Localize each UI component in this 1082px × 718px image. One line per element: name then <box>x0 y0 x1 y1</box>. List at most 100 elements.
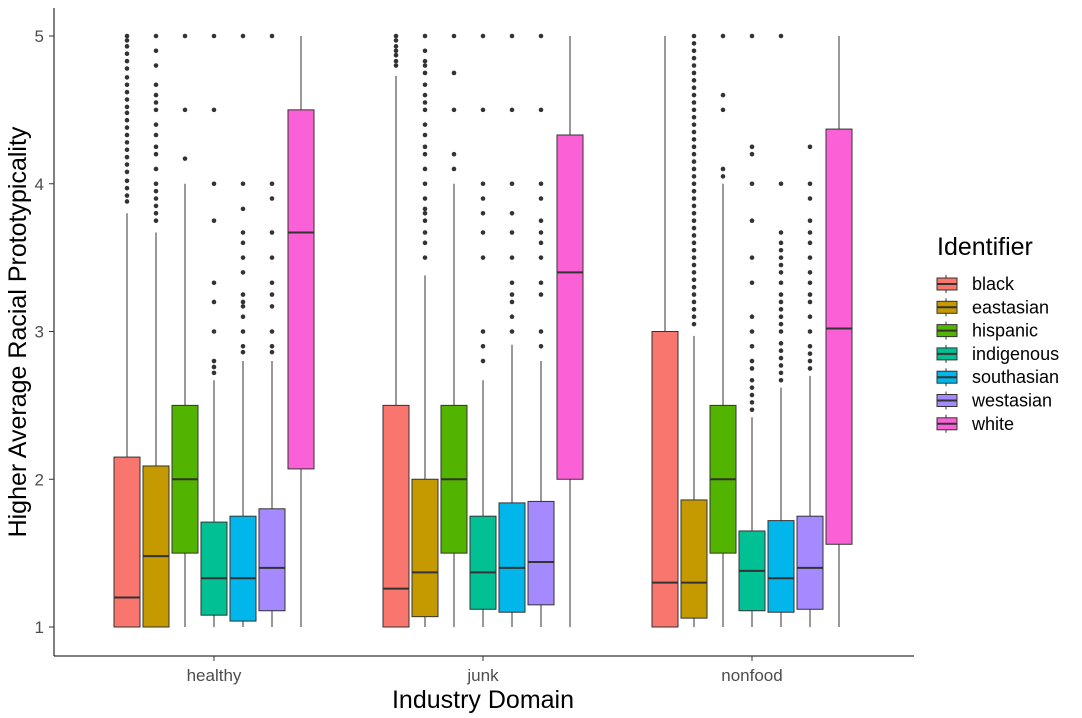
outlier-point <box>691 48 697 54</box>
outlier-point <box>807 255 813 260</box>
x-tick-label: healthy <box>187 666 242 685</box>
box-nonfood-eastasian <box>680 499 708 619</box>
box-junk-white <box>556 134 584 480</box>
outlier-point <box>124 97 130 102</box>
outlier-point <box>720 166 726 172</box>
outlier-point <box>691 137 697 142</box>
outlier-point <box>749 377 755 383</box>
outlier-point <box>778 321 784 327</box>
outlier-point <box>807 366 813 371</box>
outlier-point <box>749 33 755 39</box>
outlier-point <box>807 144 813 150</box>
group-nonfood <box>651 33 853 628</box>
outlier-point <box>153 100 159 105</box>
outlier-point <box>691 233 697 238</box>
outlier-point <box>240 33 246 39</box>
outlier-point <box>509 299 515 305</box>
outlier-point <box>691 299 697 305</box>
outlier-point <box>480 343 486 349</box>
outlier-point <box>422 122 428 127</box>
outlier-point <box>422 196 428 201</box>
outlier-point <box>691 122 697 127</box>
outlier-point <box>509 280 515 286</box>
outlier-point <box>269 329 275 334</box>
outlier-point <box>480 211 486 216</box>
outlier-point <box>691 181 697 187</box>
outlier-point <box>269 255 275 260</box>
outlier-point <box>691 92 697 98</box>
outlier-point <box>691 166 697 172</box>
outlier-point <box>691 33 697 39</box>
legend-label-hispanic: hispanic <box>972 321 1038 341</box>
outlier-point <box>778 240 784 246</box>
outlier-point <box>778 329 784 334</box>
outlier-point <box>509 181 515 187</box>
outlier-point <box>153 33 159 39</box>
outlier-point <box>240 240 246 246</box>
box-junk-southasian <box>498 502 526 613</box>
outlier-point <box>691 129 697 135</box>
outlier-point <box>422 144 428 150</box>
outlier-point <box>538 255 544 260</box>
outlier-point <box>124 169 130 175</box>
outlier-point <box>211 329 217 334</box>
outlier-point <box>153 188 159 194</box>
outlier-point <box>153 132 159 138</box>
outlier-point <box>778 33 784 39</box>
outlier-point <box>807 218 813 223</box>
outlier-point <box>153 151 159 157</box>
outlier-point <box>691 314 697 320</box>
outlier-point <box>422 230 428 235</box>
outlier-point <box>778 262 784 268</box>
outlier-point <box>269 230 275 235</box>
outlier-point <box>422 63 428 68</box>
axes: 1 2 3 4 5 healthy junk nonfood <box>35 8 914 685</box>
outlier-point <box>778 363 784 368</box>
y-tick-label: 1 <box>35 618 44 637</box>
box-healthy-black <box>113 456 141 628</box>
outlier-point <box>807 270 813 275</box>
outlier-point <box>749 366 755 371</box>
outlier-point <box>538 329 544 334</box>
outlier-point <box>124 89 130 95</box>
outlier-point <box>211 370 217 376</box>
box-healthy-white <box>287 109 315 470</box>
outlier-point <box>778 299 784 305</box>
outlier-point <box>422 166 428 172</box>
outlier-point <box>691 114 697 120</box>
outlier-point <box>240 270 246 275</box>
outlier-point <box>778 247 784 253</box>
outlier-point <box>749 329 755 334</box>
outlier-point <box>124 185 130 191</box>
outlier-point <box>182 107 188 113</box>
outlier-point <box>778 355 784 361</box>
y-tick-label: 4 <box>35 175 44 194</box>
outlier-point <box>778 181 784 187</box>
outlier-point <box>749 407 755 413</box>
outlier-point <box>691 307 697 312</box>
x-tick-label: junk <box>466 666 499 685</box>
outlier-point <box>211 107 217 113</box>
outlier-point <box>691 174 697 179</box>
outlier-point <box>269 181 275 187</box>
outlier-point <box>124 104 130 110</box>
outlier-point <box>240 349 246 355</box>
outlier-point <box>153 82 159 88</box>
outlier-point <box>807 230 813 235</box>
outlier-point <box>480 33 486 39</box>
outlier-point <box>480 255 486 260</box>
outlier-point <box>393 58 399 64</box>
outlier-point <box>538 240 544 246</box>
outlier-point <box>720 33 726 39</box>
outlier-point <box>691 211 697 216</box>
outlier-point <box>153 144 159 150</box>
outlier-point <box>509 107 515 113</box>
group-junk <box>382 33 584 628</box>
outlier-point <box>124 193 130 198</box>
outlier-point <box>422 151 428 157</box>
outlier-point <box>153 166 159 172</box>
legend-label-black: black <box>972 274 1015 294</box>
legend-label-eastasian: eastasian <box>972 297 1049 317</box>
legend-item-black: black <box>936 274 1015 294</box>
outlier-point <box>749 280 755 286</box>
